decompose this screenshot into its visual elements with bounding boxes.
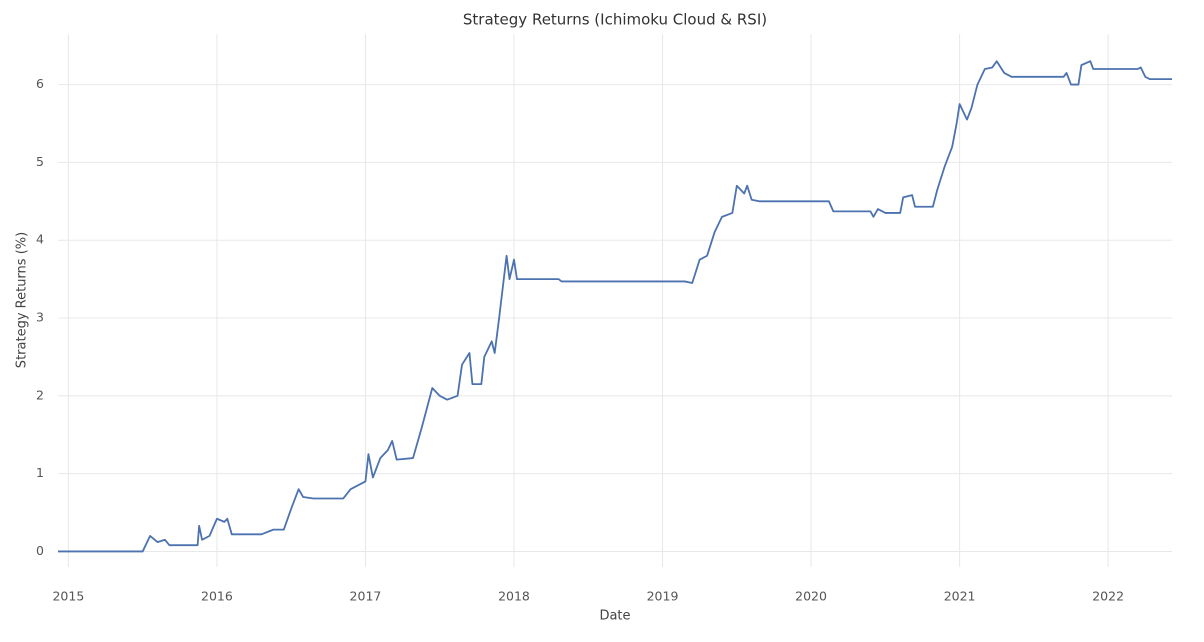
y-axis-title: Strategy Returns (%) [15,232,30,368]
y-tick-label: 1 [36,465,44,480]
y-tick-label: 2 [36,387,44,402]
y-tick-label: 6 [36,76,44,91]
y-tick-label: 0 [36,543,44,558]
x-tick-label: 2021 [944,589,976,604]
y-tick-label: 3 [36,310,44,325]
chart-title: Strategy Returns (Ichimoku Cloud & RSI) [463,11,767,29]
line-series [58,60,1172,553]
x-tick-label: 2017 [350,589,382,604]
x-tick-label: 2022 [1092,589,1124,604]
y-tick-label: 5 [36,154,44,169]
y-tick-label: 4 [36,232,44,247]
x-tick-label: 2015 [52,589,84,604]
x-tick-label: 2019 [647,589,679,604]
x-tick-label: 2016 [201,589,233,604]
x-tick-label: 2018 [498,589,530,604]
x-axis-title: Date [599,609,630,624]
x-tick-label: 2020 [795,589,827,604]
